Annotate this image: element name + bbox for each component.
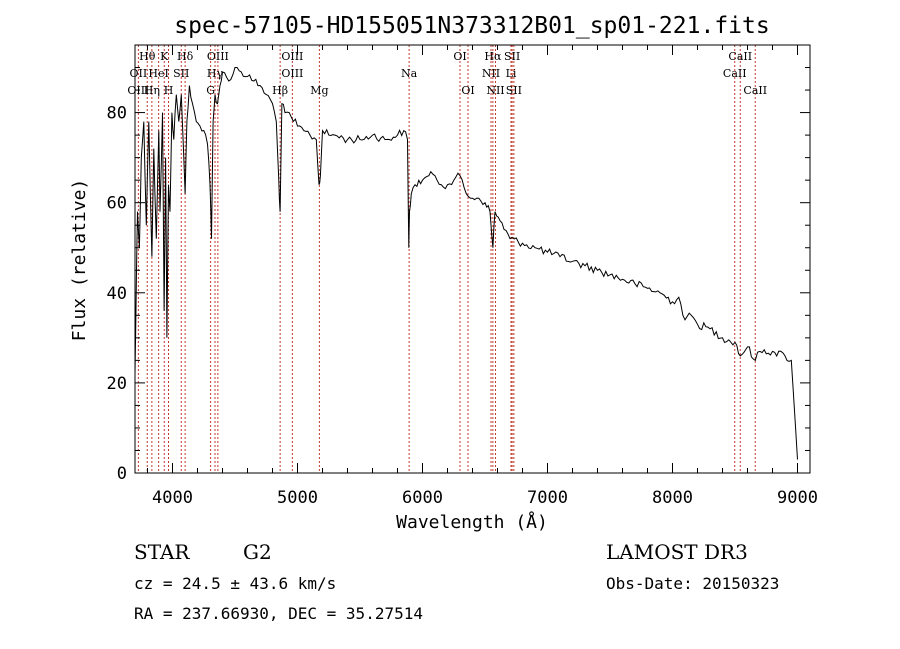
spectral-line-label: NII — [482, 67, 500, 80]
spectral-line-label: G — [206, 84, 215, 97]
spectrum-line — [134, 67, 798, 460]
y-tick-label: 0 — [117, 464, 127, 484]
observation-date: Obs-Date: 20150323 — [606, 574, 780, 593]
spectral-line-label: Hβ — [272, 84, 288, 97]
plot-frame — [134, 44, 811, 474]
spectral-line-label: SII — [506, 84, 522, 97]
spectral-line-markers — [137, 45, 756, 473]
spectral-line-label: Hγ — [207, 67, 224, 80]
spectral-line-label: NII — [486, 84, 504, 97]
spectral-line-label: OIII — [281, 50, 303, 63]
spectral-line-label: CaII — [728, 50, 752, 63]
spectral-line-label: Hα — [484, 50, 502, 63]
spectral-line-label: OIII — [281, 67, 303, 80]
x-axis: 4000 5000 6000 7000 8000 9000 — [147, 45, 818, 508]
spectral-line-label: Hδ — [177, 50, 194, 63]
spectral-line-label: OIII — [207, 50, 229, 63]
survey-name: LAMOST DR3 — [606, 540, 748, 564]
x-tick-label: 6000 — [402, 488, 443, 508]
spectral-line-label: HeI — [148, 67, 168, 80]
spectral-line-label: SII — [504, 50, 520, 63]
spectral-line-label: OII — [130, 67, 148, 80]
object-class: STAR — [134, 540, 190, 564]
spectral-line-label: SII — [173, 67, 189, 80]
x-tick-label: 7000 — [527, 488, 568, 508]
y-tick-label: 40 — [107, 284, 127, 304]
spectral-line-label: H — [164, 84, 174, 97]
y-tick-label: 60 — [107, 194, 127, 214]
spectral-line-label: Li — [506, 67, 517, 80]
x-axis-label: Wavelength (Å) — [396, 511, 548, 533]
x-tick-label: 8000 — [652, 488, 693, 508]
chart-title: spec-57105-HD155051N373312B01_sp01-221.f… — [174, 13, 769, 39]
object-subclass: G2 — [243, 540, 272, 564]
spectral-line-label: Na — [401, 67, 418, 80]
redshift-readout: cz = 24.5 ± 43.6 km/s — [134, 574, 337, 593]
x-tick-label: 9000 — [777, 488, 818, 508]
spectral-line-label: Mg — [310, 84, 328, 97]
spectral-line-label: CaII — [743, 84, 767, 97]
x-tick-label: 5000 — [277, 488, 318, 508]
spectral-line-label: Hη — [144, 84, 160, 97]
y-axis-label: Flux (relative) — [69, 179, 90, 342]
coordinates-readout: RA = 237.66930, DEC = 35.27514 — [134, 604, 423, 623]
spectral-line-label: OI — [461, 84, 474, 97]
spectral-line-label: Hθ — [139, 50, 156, 63]
spectral-line-label: OI — [453, 50, 466, 63]
y-axis: 0 20 40 60 80 — [107, 44, 810, 484]
x-tick-label: 4000 — [152, 488, 193, 508]
spectral-line-label: K — [160, 50, 169, 63]
spectral-line-label: CaII — [723, 67, 747, 80]
y-tick-label: 80 — [107, 104, 127, 124]
y-tick-label: 20 — [107, 374, 127, 394]
